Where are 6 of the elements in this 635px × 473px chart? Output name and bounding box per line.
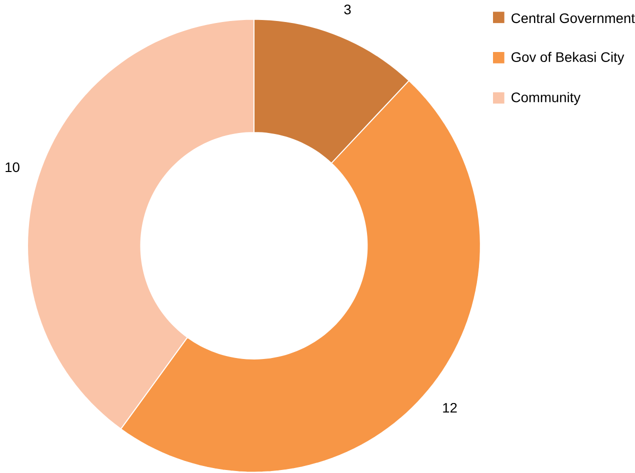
data-label: 10 bbox=[6, 162, 20, 172]
legend-label: Central Government bbox=[512, 13, 635, 24]
legend-label: Gov of Bekasi City bbox=[512, 52, 624, 65]
data-label: 12 bbox=[443, 403, 457, 413]
legend-label: Community bbox=[512, 92, 581, 106]
data-label: 3 bbox=[344, 4, 351, 14]
